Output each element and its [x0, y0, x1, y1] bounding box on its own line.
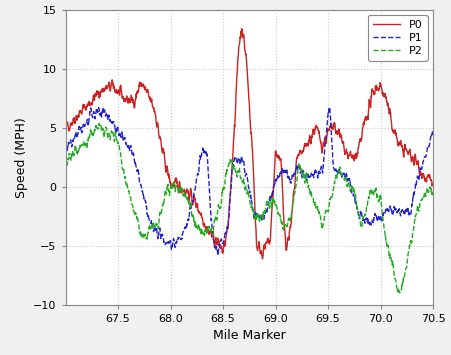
Line: P1: P1 [65, 108, 433, 255]
P0 [260, 257, 265, 261]
P1 [101, 105, 106, 110]
P1 [425, 144, 431, 148]
P1 [233, 155, 239, 160]
Line: P2: P2 [65, 124, 433, 293]
P0 [63, 124, 68, 129]
Legend: P0, P1, P2: P0, P1, P2 [368, 15, 428, 61]
P0 [362, 119, 367, 124]
Line: P0: P0 [65, 29, 433, 259]
P2 [97, 121, 102, 126]
P2 [233, 170, 238, 174]
P1 [63, 148, 68, 153]
P1 [430, 128, 436, 132]
P0 [152, 109, 157, 113]
P0 [239, 27, 244, 31]
P0 [430, 182, 436, 186]
P2 [361, 216, 367, 220]
X-axis label: Mile Marker: Mile Marker [213, 329, 285, 342]
P1 [256, 215, 262, 219]
Y-axis label: Speed (MPH): Speed (MPH) [14, 117, 28, 197]
P0 [256, 244, 261, 248]
P0 [233, 114, 238, 118]
P2 [63, 157, 68, 162]
P2 [152, 224, 157, 228]
P2 [256, 215, 261, 220]
P2 [425, 187, 431, 192]
P1 [215, 253, 221, 257]
P1 [362, 216, 367, 220]
P0 [425, 173, 431, 177]
P2 [430, 189, 436, 193]
P2 [397, 291, 402, 295]
P2 [190, 213, 195, 218]
P1 [190, 198, 195, 202]
P0 [189, 201, 195, 205]
P1 [152, 225, 157, 229]
